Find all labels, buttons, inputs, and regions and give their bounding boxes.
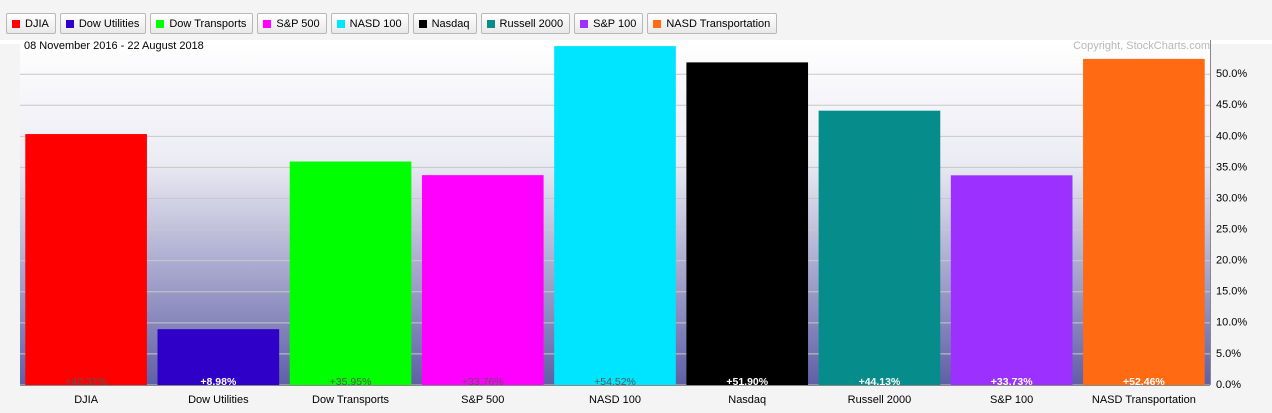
legend-swatch (418, 19, 427, 28)
legend-item[interactable]: S&P 500 (257, 13, 327, 34)
value-label: +40.37% (65, 376, 107, 388)
value-label: +35.95% (330, 376, 372, 388)
x-tick-label: Nasdaq (728, 394, 766, 406)
legend-label: Russell 2000 (499, 17, 564, 30)
legend-label: S&P 500 (276, 17, 320, 30)
x-tick-label: S&P 100 (990, 394, 1033, 406)
value-label: +51.90% (726, 376, 768, 388)
legend-item[interactable]: NASD Transportation (647, 13, 778, 34)
marks: 0.0% 5.0% 10.0% 15.0% 20.0% 25.0% 30.0% 35.0% 40… (20, 40, 1247, 406)
bar (289, 161, 412, 385)
y-tick-label: 50.0% (1216, 68, 1247, 80)
y-tick-label: 0.0% (1216, 379, 1241, 391)
legend-item[interactable]: Dow Transports (150, 13, 254, 34)
legend-swatch (12, 19, 20, 28)
y-tick-label: 10.0% (1216, 317, 1247, 329)
legend-label: Nasdaq (431, 17, 470, 30)
bar (554, 46, 676, 386)
legend-swatch (580, 19, 589, 28)
legend-item[interactable]: Dow Utilities (59, 13, 147, 34)
value-label: +52.46% (1123, 376, 1165, 388)
legend-swatch (156, 19, 165, 28)
x-tick-label: DJIA (74, 394, 99, 406)
legend-label: DJIA (25, 17, 49, 30)
copyright: Copyright, StockCharts.com (1073, 40, 1210, 52)
x-tick-label: NASD Transportation (1092, 394, 1196, 406)
legend-swatch (65, 19, 74, 28)
bar (1083, 58, 1205, 385)
bar (686, 62, 809, 385)
legend-label: S&P 100 (593, 17, 637, 30)
legend-swatch (263, 19, 272, 28)
value-label: +33.76% (462, 376, 504, 388)
value-label: +44.13% (859, 376, 901, 388)
legend-swatch (336, 19, 345, 28)
legend-label: NASD Transportation (666, 17, 771, 30)
y-tick-label: 5.0% (1216, 348, 1241, 360)
x-tick-label: Dow Transports (312, 394, 390, 406)
legend-label: Dow Utilities (78, 17, 140, 30)
x-tick-label: Dow Utilities (188, 394, 249, 406)
y-tick-label: 30.0% (1216, 192, 1247, 204)
subtitle: 08 November 2016 - 22 August 2018 (24, 40, 204, 52)
x-tick-label: Russell 2000 (848, 394, 912, 406)
y-tick-label: 35.0% (1216, 161, 1247, 173)
value-label: +54.52% (594, 376, 636, 388)
bar (421, 175, 544, 385)
y-tick-label: 25.0% (1216, 224, 1247, 236)
y-tick-label: 20.0% (1216, 255, 1247, 267)
y-tick-label: 45.0% (1216, 99, 1247, 111)
legend-swatch (486, 19, 495, 28)
legend-item[interactable]: Russell 2000 (480, 13, 571, 34)
legend-item[interactable]: S&P 100 (574, 13, 644, 34)
y-tick-label: 40.0% (1216, 130, 1247, 142)
value-label: +33.73% (991, 376, 1033, 388)
legend-item[interactable]: NASD 100 (330, 13, 409, 34)
legend-label: NASD 100 (349, 17, 402, 30)
value-label: +8.98% (200, 376, 237, 388)
legend-swatch (653, 19, 662, 28)
bar (818, 110, 941, 385)
x-tick-label: NASD 100 (589, 394, 641, 406)
legend-item[interactable]: Nasdaq (412, 13, 477, 34)
x-tick-label: S&P 500 (461, 394, 504, 406)
legend-item[interactable]: DJIA (6, 13, 56, 34)
bar (157, 329, 280, 385)
bar (950, 175, 1073, 385)
y-tick-label: 15.0% (1216, 286, 1247, 298)
legend-label: Dow Transports (169, 17, 247, 30)
legend: DJIA Dow Utilities Dow Transports S&P 500 NA… (6, 13, 778, 34)
header-strip (0, 40, 1272, 44)
bar (25, 134, 147, 385)
